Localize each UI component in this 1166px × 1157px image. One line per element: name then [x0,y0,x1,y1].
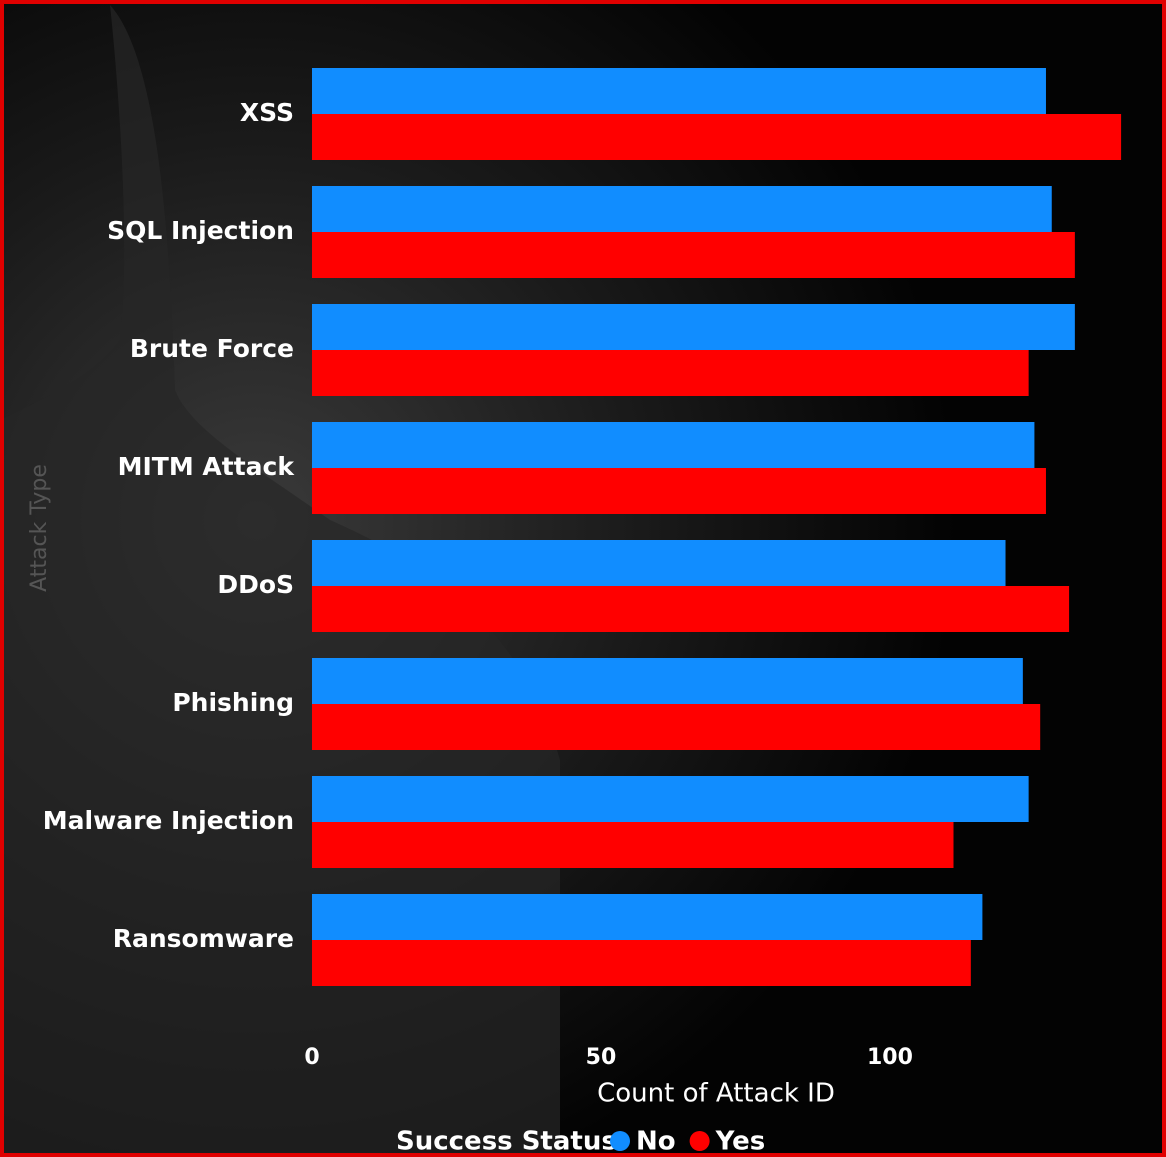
y-tick-label: Malware Injection [43,806,294,835]
y-tick-label: Brute Force [130,334,294,363]
y-tick-label: XSS [240,98,294,127]
x-tick-label: 0 [304,1045,319,1070]
y-tick-label: Phishing [172,688,294,717]
legend-swatch [610,1131,630,1151]
y-tick-label: Ransomware [113,924,294,953]
bar [312,186,1052,232]
bar [312,114,1122,160]
bar [312,586,1070,632]
legend: Success Status No Yes [396,1127,765,1157]
legend-title: Success Status [396,1127,617,1157]
bar [312,232,1075,278]
y-tick-label: MITM Attack [118,452,296,481]
x-tick-label: 50 [586,1045,617,1070]
legend-swatch [689,1131,710,1151]
bar [312,704,1041,750]
bar [312,940,971,986]
bar [312,68,1046,114]
x-axis-title: Count of Attack ID [597,1079,835,1109]
bar [312,658,1023,704]
y-tick-label: DDoS [217,570,294,599]
figure-silhouette [0,5,560,1157]
bar [312,894,983,940]
bar [312,776,1029,822]
y-axis-title: Attack Type [27,464,52,592]
bar [312,468,1046,514]
bar [312,304,1075,350]
x-tick-label: 100 [867,1045,913,1070]
legend-label: No [636,1127,676,1157]
bar [312,422,1035,468]
y-tick-label: SQL Injection [107,216,294,245]
bar [312,350,1029,396]
bar [312,822,954,868]
legend-label: Yes [715,1127,766,1157]
bar [312,540,1006,586]
